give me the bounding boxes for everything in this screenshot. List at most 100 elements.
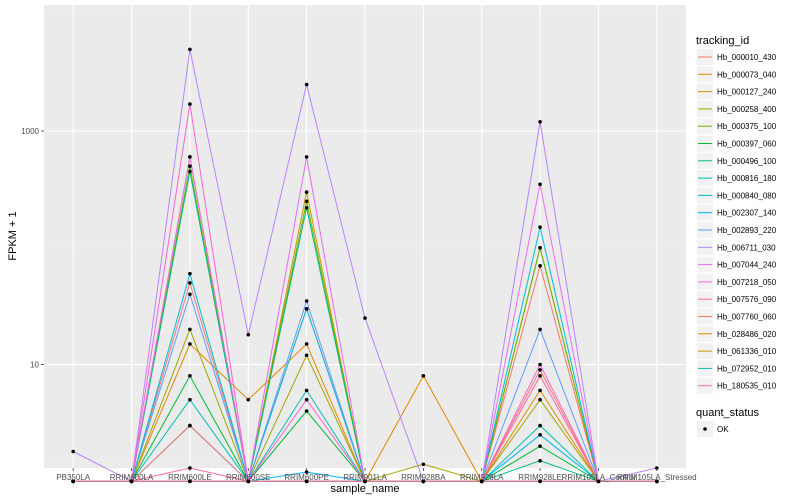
- data-point: [71, 449, 75, 454]
- x-tick-label: RRIM600SE: [226, 473, 270, 482]
- data-point: [538, 368, 542, 372]
- legend-label: Hb_007576_090: [717, 295, 777, 304]
- data-point: [188, 271, 192, 276]
- data-point: [421, 374, 426, 378]
- x-tick-label: RRIM105LA_Control: [562, 473, 636, 482]
- legend-label: Hb_000073_040: [717, 70, 777, 79]
- data-point: [188, 164, 192, 168]
- data-point: [363, 316, 367, 320]
- x-tick-label: RRIM928BA: [401, 473, 446, 482]
- data-point: [304, 353, 309, 358]
- data-point: [129, 479, 134, 484]
- legend-title: tracking_id: [696, 35, 749, 47]
- data-point: [538, 327, 542, 332]
- legend-label: Hb_007044_240: [717, 261, 777, 270]
- shape-legend-label: OK: [717, 425, 729, 434]
- data-point: [596, 479, 601, 484]
- legend-label: Hb_000816_180: [717, 174, 777, 183]
- x-tick-label: RRIM928LA: [460, 473, 504, 482]
- x-tick-label: RRIM600PE: [284, 473, 328, 482]
- data-point: [479, 479, 484, 484]
- data-point: [188, 281, 192, 285]
- data-point: [188, 423, 192, 428]
- shape-legend-point: [703, 427, 707, 431]
- data-point: [188, 327, 192, 332]
- legend-label: Hb_072952_010: [717, 364, 777, 373]
- data-points: [71, 47, 659, 484]
- data-point: [188, 47, 192, 52]
- x-tick-label: RRIM105LA_Stressed: [617, 473, 697, 482]
- data-point: [304, 470, 309, 474]
- data-point: [538, 479, 542, 484]
- data-point: [538, 264, 542, 268]
- data-point: [246, 332, 251, 337]
- data-point: [304, 190, 309, 194]
- legend-label: Hb_000840_080: [717, 191, 777, 200]
- y-tick-label: 10: [30, 361, 39, 370]
- legend-label: Hb_000397_060: [717, 140, 777, 149]
- data-point: [538, 423, 542, 428]
- legend-label: Hb_028486_020: [717, 330, 777, 339]
- data-point: [363, 479, 367, 484]
- x-axis-title: sample_name: [330, 483, 399, 495]
- legend-label: Hb_000496_100: [717, 157, 777, 166]
- data-point: [304, 307, 309, 311]
- legend-label: Hb_180535_010: [717, 382, 777, 391]
- legend-label: Hb_061336_010: [717, 347, 777, 356]
- data-point: [538, 374, 542, 378]
- data-point: [304, 155, 309, 159]
- y-tick-label: 1000: [21, 127, 39, 136]
- data-point: [304, 388, 309, 393]
- data-point: [188, 479, 192, 484]
- data-point: [421, 479, 426, 484]
- data-point: [538, 433, 542, 437]
- data-point: [304, 479, 309, 484]
- x-tick-label: RRIM600LE: [168, 473, 212, 482]
- data-point: [188, 292, 192, 297]
- data-point: [538, 362, 542, 367]
- legend-label: Hb_006711_030: [717, 243, 776, 252]
- data-point: [188, 102, 192, 106]
- legend: tracking_id Hb_000010_430Hb_000073_040Hb…: [696, 35, 777, 437]
- data-point: [421, 462, 426, 467]
- data-point: [304, 82, 309, 87]
- x-tick-label: RRIM901LA: [343, 473, 387, 482]
- legend-label: Hb_002307_140: [717, 209, 777, 218]
- data-point: [188, 397, 192, 402]
- y-axis-ticks: 10 1000: [21, 127, 44, 370]
- data-point: [304, 342, 309, 346]
- legend-label: Hb_007760_060: [717, 313, 777, 322]
- legend-label: Hb_000127_240: [717, 88, 777, 97]
- shape-legend-title: quant_status: [696, 407, 759, 419]
- data-point: [538, 397, 542, 402]
- data-point: [71, 479, 75, 484]
- data-point: [304, 199, 309, 204]
- legend-label: Hb_000010_430: [717, 53, 777, 62]
- data-point: [188, 155, 192, 159]
- data-point: [538, 225, 542, 230]
- data-point: [655, 479, 659, 484]
- x-axis-ticks: PB350LA RRIM600LA RRIM600LE RRIM600SE RRIM60…: [56, 468, 697, 482]
- data-point: [538, 458, 542, 463]
- legend-label: Hb_000258_400: [717, 105, 777, 114]
- x-tick-label: PB350LA: [56, 473, 90, 482]
- legend-label: Hb_000375_100: [717, 122, 777, 131]
- data-point: [304, 409, 309, 413]
- legend-label: Hb_002893_220: [717, 226, 777, 235]
- data-point: [188, 169, 192, 174]
- data-point: [538, 245, 542, 250]
- legend-items: Hb_000010_430 Hb_000073_040 Hb_000127_240 H…: [697, 49, 777, 394]
- data-point: [246, 479, 251, 484]
- data-point: [304, 397, 309, 402]
- data-point: [188, 374, 192, 378]
- data-point: [538, 388, 542, 393]
- legend-label: Hb_007218_050: [717, 278, 777, 287]
- data-point: [538, 182, 542, 187]
- x-tick-label: RRIM928LE: [518, 473, 562, 482]
- data-point: [538, 444, 542, 448]
- data-point: [304, 299, 309, 303]
- y-axis-title: FPKM + 1: [7, 211, 19, 260]
- data-point: [538, 119, 542, 124]
- data-point: [304, 205, 309, 210]
